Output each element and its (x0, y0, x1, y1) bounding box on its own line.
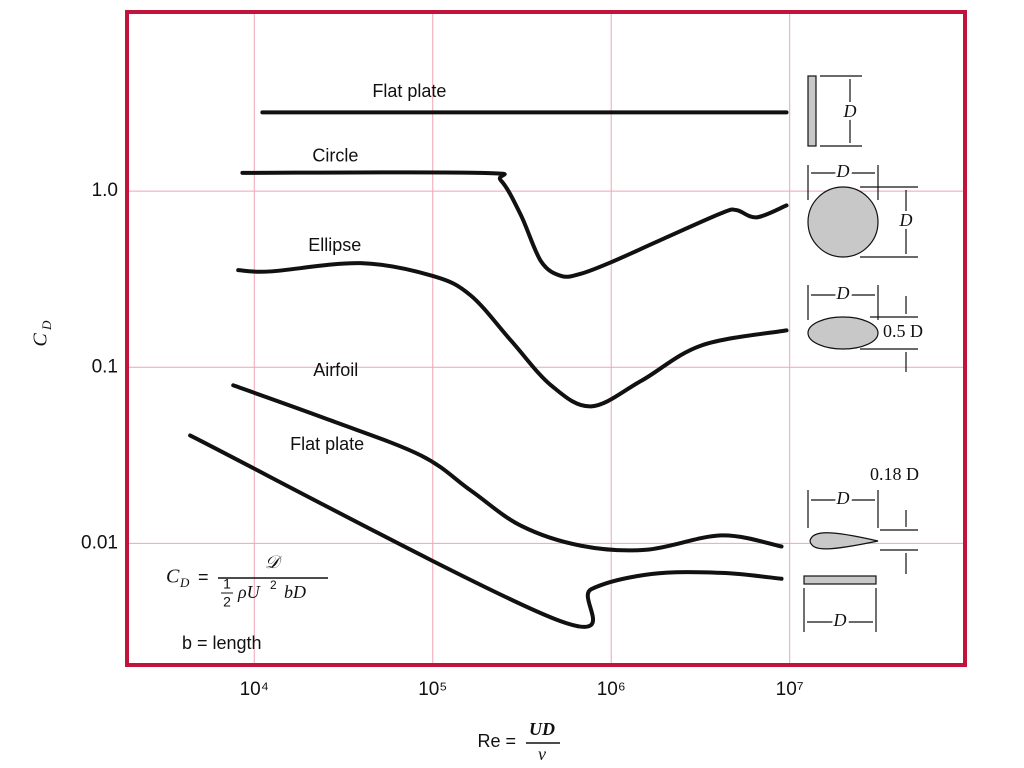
formula-eq: = (198, 567, 209, 587)
shape-flat-plate-normal (807, 75, 817, 147)
curve (240, 170, 789, 279)
shape-ellipse (807, 316, 879, 350)
formula-den-exp: 2 (270, 578, 277, 592)
plot-frame (125, 10, 967, 667)
x-label-lhs: Re = (477, 731, 516, 751)
shape-label: D (836, 283, 850, 303)
series-label: Circle (312, 146, 358, 166)
x-tick-label: 10⁵ (418, 679, 447, 700)
shape-label: 0.18 D (870, 464, 919, 484)
y-label-subscript: D (39, 320, 54, 331)
series-label: Ellipse (308, 235, 361, 255)
formula-den-one: 1 (223, 576, 231, 592)
x-tick-label: 10⁷ (776, 679, 804, 700)
y-tick-label: 0.01 (81, 532, 118, 553)
curves (188, 110, 789, 629)
curve (236, 261, 789, 409)
note: b = length (182, 633, 262, 653)
curve (188, 433, 784, 629)
x-label-numerator: UD (529, 719, 555, 739)
formula-numerator: 𝒟 (265, 552, 283, 572)
y-label-symbol: C (30, 333, 52, 347)
shape-label: D (833, 610, 847, 630)
shape-circle (807, 186, 879, 258)
formula: C D = 𝒟 1 2 ρU 2 bD b = length (166, 552, 328, 653)
shape-label: D (836, 161, 850, 181)
shape-flat-plate-parallel (803, 575, 877, 585)
shape-label: D (899, 210, 913, 230)
formula-lhs-sub: D (179, 575, 190, 590)
shape-label: D (836, 488, 850, 508)
y-axis-label: C D (30, 320, 54, 347)
formula-lhs: C (166, 566, 180, 588)
x-tick-label: 10⁶ (597, 679, 626, 700)
body-shapes: D D D D 0.5 D D 0.18 D D (803, 75, 923, 633)
shape-airfoil (809, 532, 879, 550)
x-tick-label: 10⁴ (240, 679, 269, 700)
curve (231, 383, 784, 553)
grid (127, 12, 965, 665)
x-label-denominator: ν (538, 744, 546, 764)
formula-den-two: 2 (223, 594, 231, 610)
y-tick-label: 0.1 (92, 356, 118, 377)
formula-den-tail: bD (284, 582, 306, 602)
series-label: Flat plate (372, 81, 446, 101)
formula-den-rest: ρU (237, 582, 261, 602)
series-label: Airfoil (313, 360, 358, 380)
x-axis-label: Re = UD ν (477, 719, 560, 764)
shape-label: D (843, 101, 857, 121)
series-label: Flat plate (290, 434, 364, 454)
shape-label: 0.5 D (883, 321, 923, 341)
y-tick-label: 1.0 (92, 180, 118, 201)
